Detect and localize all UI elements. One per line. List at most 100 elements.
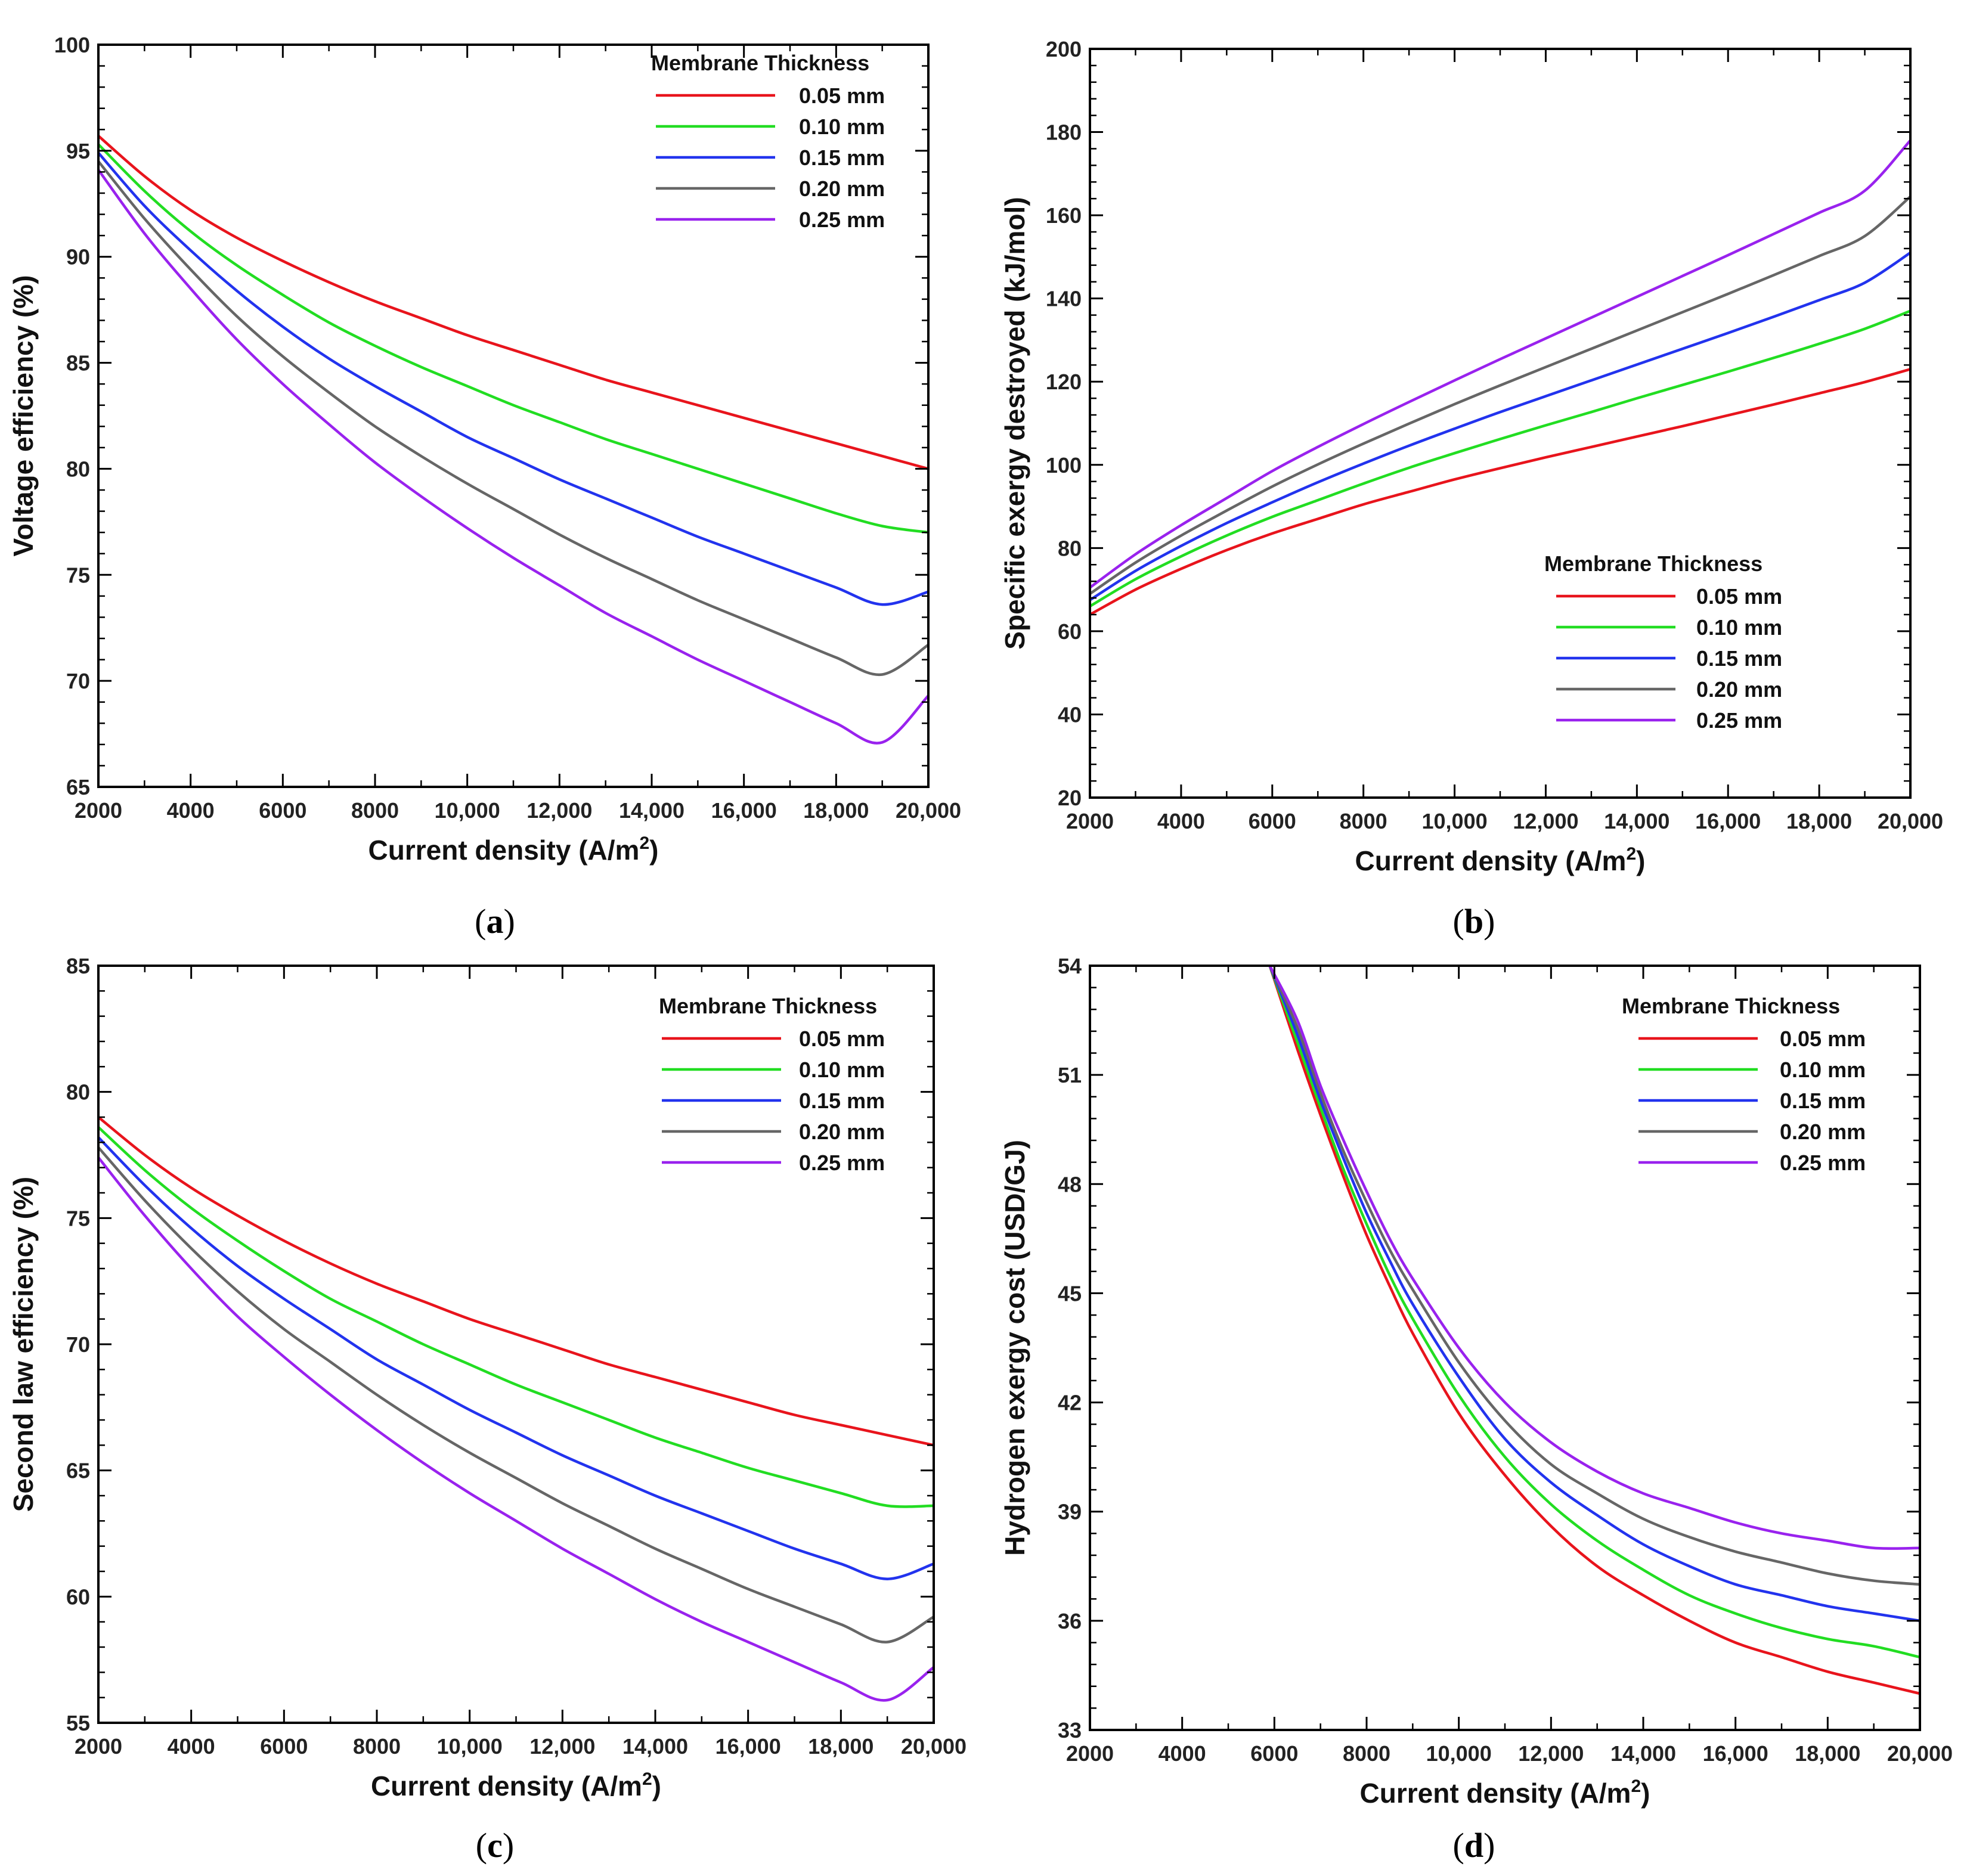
legend-label: 0.25 mm bbox=[1696, 708, 1782, 733]
panel-label-a: (a) bbox=[475, 902, 515, 941]
series-line-015mm bbox=[98, 1136, 934, 1580]
x-tick-label: 8000 bbox=[351, 798, 399, 823]
y-tick-label: 100 bbox=[1046, 453, 1082, 477]
series-line-025mm bbox=[1090, 139, 1910, 589]
x-tick-label: 4000 bbox=[1157, 809, 1205, 833]
y-tick-label: 60 bbox=[1058, 619, 1082, 644]
legend: Membrane Thickness 0.05 mm 0.10 mm 0.15 mm 0… bbox=[1622, 994, 1866, 1175]
chart-panel-c: 2000 4000 6000 8000 10,000 12,000 14,000 16,000… bbox=[8, 954, 967, 1801]
y-tick-label: 80 bbox=[1058, 536, 1082, 560]
legend: Membrane Thickness 0.05 mm 0.10 mm 0.15 mm 0… bbox=[651, 51, 885, 232]
x-axis-title: Current density (A/m2) bbox=[1360, 1776, 1650, 1809]
legend-label: 0.05 mm bbox=[1780, 1027, 1866, 1051]
x-tick-label: 10,000 bbox=[1422, 809, 1488, 833]
x-tick-label: 6000 bbox=[260, 1734, 308, 1759]
y-tick-label: 70 bbox=[66, 1332, 90, 1357]
series-line-020mm bbox=[1268, 966, 1920, 1586]
series-line-005mm bbox=[98, 135, 928, 470]
y-tick-label: 160 bbox=[1046, 203, 1082, 228]
y-tick-label: 95 bbox=[66, 139, 90, 163]
x-tick-label: 20,000 bbox=[901, 1734, 967, 1759]
x-tick-label: 4000 bbox=[167, 798, 215, 823]
y-tick-label: 140 bbox=[1046, 287, 1082, 311]
series-line-015mm bbox=[1268, 966, 1920, 1623]
x-tick-label: 6000 bbox=[1249, 809, 1296, 833]
y-tick-label: 48 bbox=[1058, 1172, 1082, 1196]
x-tick-label: 18,000 bbox=[1786, 809, 1852, 833]
y-axis-title: Specific exergy destroyed (kJ/mol) bbox=[999, 197, 1030, 649]
series-line-005mm bbox=[1090, 368, 1910, 616]
legend-title: Membrane Thickness bbox=[659, 994, 877, 1018]
legend-label: 0.20 mm bbox=[799, 1120, 885, 1144]
series-group bbox=[1268, 966, 1920, 1695]
x-tick-label: 6000 bbox=[259, 798, 306, 823]
x-tick-label: 8000 bbox=[353, 1734, 401, 1759]
panel-label-b: (b) bbox=[1453, 902, 1495, 941]
x-tick-label: 10,000 bbox=[1426, 1741, 1492, 1766]
x-tick-label: 8000 bbox=[1343, 1741, 1390, 1766]
y-tick-label: 60 bbox=[66, 1584, 90, 1609]
x-tick-label: 14,000 bbox=[1604, 809, 1669, 833]
y-tick-label: 200 bbox=[1046, 37, 1082, 61]
y-tick-label: 55 bbox=[66, 1711, 90, 1735]
legend-label: 0.10 mm bbox=[1780, 1058, 1866, 1082]
chart-panel-b: 2000 4000 6000 8000 10,000 12,000 14,000 16,000… bbox=[999, 37, 1943, 876]
x-tick-label: 18,000 bbox=[803, 798, 869, 823]
y-tick-label: 85 bbox=[66, 954, 90, 978]
y-tick-label: 36 bbox=[1058, 1609, 1082, 1633]
legend-label: 0.15 mm bbox=[1780, 1089, 1866, 1113]
legend-title: Membrane Thickness bbox=[651, 51, 869, 75]
series-line-015mm bbox=[1090, 252, 1910, 601]
series-line-010mm bbox=[1090, 309, 1910, 607]
series-line-005mm bbox=[1268, 966, 1920, 1695]
legend-label: 0.15 mm bbox=[799, 1089, 885, 1113]
x-tick-label: 16,000 bbox=[1703, 1741, 1768, 1766]
y-tick-label: 45 bbox=[1058, 1281, 1082, 1306]
x-tick-label: 20,000 bbox=[896, 798, 961, 823]
series-line-015mm bbox=[98, 151, 928, 606]
legend-title: Membrane Thickness bbox=[1622, 994, 1840, 1018]
chart-panel-a: 2000 4000 6000 8000 10,000 12,000 14,000 16,000… bbox=[8, 33, 961, 866]
series-line-020mm bbox=[98, 160, 928, 677]
x-tick-label: 12,000 bbox=[529, 1734, 595, 1759]
legend-label: 0.10 mm bbox=[799, 1058, 885, 1082]
series-line-010mm bbox=[98, 143, 928, 534]
y-tick-label: 90 bbox=[66, 245, 90, 269]
y-tick-label: 65 bbox=[66, 1459, 90, 1483]
x-tick-label: 20,000 bbox=[1878, 809, 1943, 833]
legend-label: 0.20 mm bbox=[799, 176, 885, 201]
y-axis-title: Voltage efficiency (%) bbox=[8, 275, 39, 556]
x-tick-label: 16,000 bbox=[715, 1734, 781, 1759]
y-tick-label: 39 bbox=[1058, 1500, 1082, 1524]
y-tick-label: 20 bbox=[1058, 786, 1082, 810]
x-tick-label: 2000 bbox=[75, 1734, 122, 1759]
panel-label-c: (c) bbox=[476, 1826, 514, 1865]
series-line-010mm bbox=[1268, 966, 1920, 1659]
x-tick-label: 2000 bbox=[75, 798, 122, 823]
x-tick-label: 10,000 bbox=[435, 798, 500, 823]
y-tick-label: 75 bbox=[66, 1206, 90, 1230]
chart-panel-d: 2000 4000 6000 8000 10,000 12,000 14,000 16,000… bbox=[999, 954, 1953, 1809]
legend: Membrane Thickness 0.05 mm 0.10 mm 0.15 mm 0… bbox=[1544, 551, 1782, 733]
x-tick-label: 14,000 bbox=[619, 798, 684, 823]
y-tick-label: 85 bbox=[66, 351, 90, 376]
legend-label: 0.05 mm bbox=[799, 83, 885, 108]
legend-label: 0.25 mm bbox=[1780, 1151, 1866, 1175]
legend-label: 0.25 mm bbox=[799, 1151, 885, 1175]
x-tick-label: 12,000 bbox=[1513, 809, 1578, 833]
x-tick-label: 20,000 bbox=[1887, 1741, 1953, 1766]
legend-label: 0.15 mm bbox=[1696, 646, 1782, 671]
legend-label: 0.15 mm bbox=[799, 145, 885, 170]
y-tick-label: 42 bbox=[1058, 1391, 1082, 1415]
series-line-020mm bbox=[1090, 196, 1910, 595]
y-tick-label: 54 bbox=[1058, 954, 1082, 978]
y-tick-label: 65 bbox=[66, 775, 90, 799]
y-axis-title: Second law efficiency (%) bbox=[8, 1177, 39, 1512]
legend-label: 0.05 mm bbox=[799, 1027, 885, 1051]
x-tick-label: 16,000 bbox=[711, 798, 777, 823]
legend-label: 0.10 mm bbox=[799, 114, 885, 139]
legend-label: 0.25 mm bbox=[799, 207, 885, 232]
legend-title: Membrane Thickness bbox=[1544, 551, 1763, 576]
y-tick-label: 120 bbox=[1046, 370, 1082, 394]
